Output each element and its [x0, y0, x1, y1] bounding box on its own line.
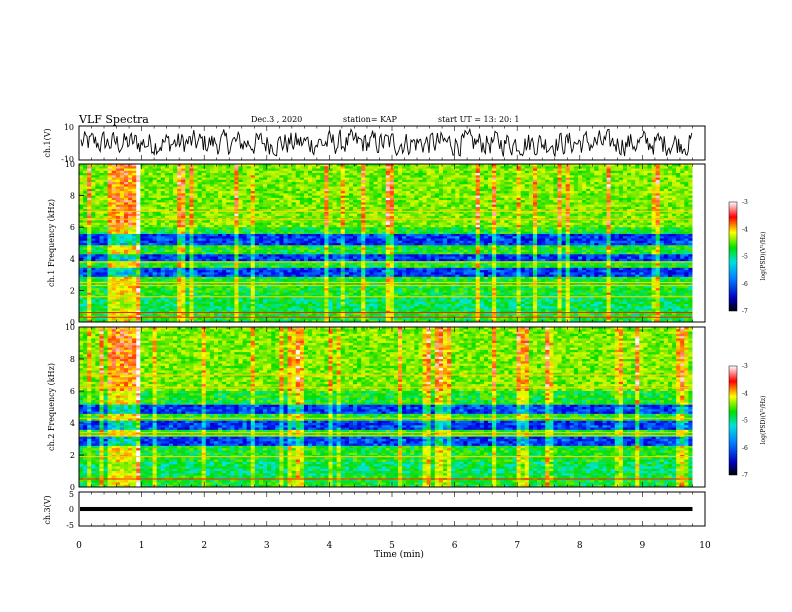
- ch1-ytick-top: 10: [64, 123, 74, 132]
- ch1-ylabel: ch.1(V): [43, 128, 52, 157]
- ch1-waveform-panel: 10 -10 ch.1(V): [43, 123, 705, 164]
- date-label: Dec.3 , 2020: [251, 115, 302, 124]
- figure-title: VLF Spectra: [78, 113, 149, 126]
- start-ut-label: start UT = 13: 20: 1: [438, 115, 519, 124]
- station-label: station= KAP: [343, 115, 398, 124]
- ch1-spectrogram-image: [79, 164, 705, 322]
